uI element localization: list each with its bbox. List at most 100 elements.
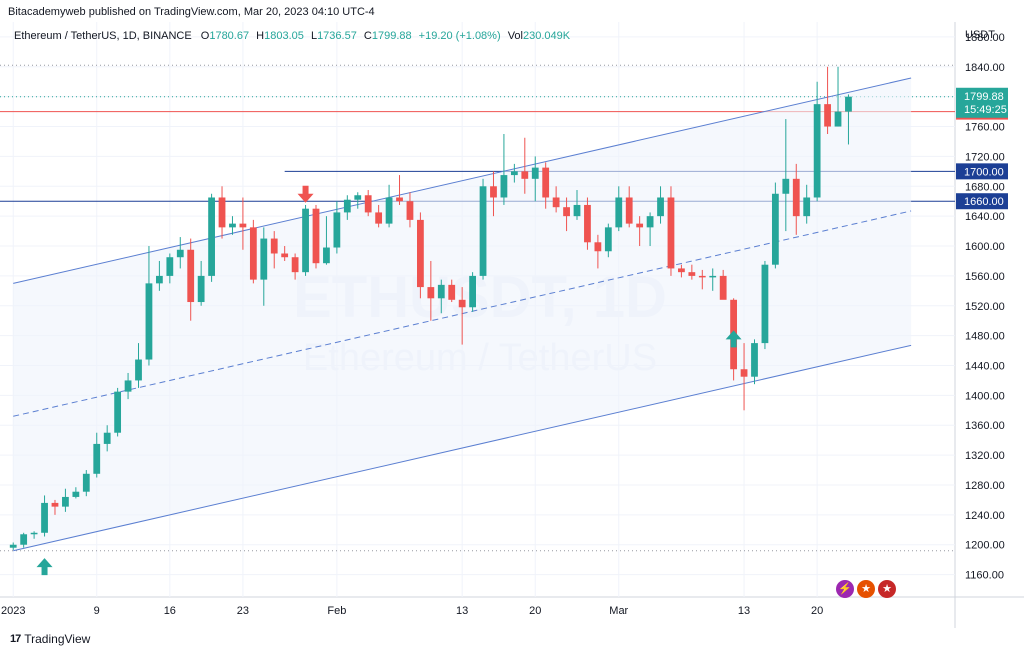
legend-symbol: Ethereum / TetherUS, 1D, BINANCE xyxy=(14,30,192,42)
candle-body xyxy=(490,186,497,198)
candle-body xyxy=(218,197,226,228)
candle-body xyxy=(479,186,487,276)
candle-body xyxy=(260,238,268,280)
candle-body xyxy=(510,171,518,176)
flash-icon[interactable]: ⚡ xyxy=(836,580,854,598)
candle-body xyxy=(385,197,393,224)
candle-body xyxy=(709,275,717,278)
x-tick-label: Feb xyxy=(327,605,346,617)
candle-body xyxy=(62,496,69,507)
legend-volume: 230.049K xyxy=(522,30,571,42)
candle-body xyxy=(427,287,435,299)
level-price-tag xyxy=(956,193,1008,210)
channel-lower-line xyxy=(13,344,912,552)
x-tick-label: 16 xyxy=(164,605,176,617)
x-tick-label: 20 xyxy=(811,605,823,617)
level-price-label: 1660.00 xyxy=(964,196,1004,208)
y-tick-label: 1240.00 xyxy=(965,510,1005,522)
symbol-legend: Ethereum / TetherUS, 1D, BINANCE O1780.6… xyxy=(14,30,571,42)
candle-body xyxy=(719,275,727,300)
down-arrow-icon xyxy=(297,185,314,203)
candle-body xyxy=(417,219,424,288)
candle-body xyxy=(354,195,362,200)
candlestick-series xyxy=(9,66,852,550)
candle-body xyxy=(552,197,560,208)
candle-body xyxy=(155,275,163,284)
y-tick-label: 1760.00 xyxy=(965,122,1005,134)
candle-body xyxy=(187,249,195,303)
y-axis: USDT 1160.00 1200.00 1240.00 1280.00 1320.00 1… xyxy=(956,29,1008,582)
current-price-label: 1799.88 xyxy=(964,91,1004,103)
candle-body xyxy=(771,193,779,265)
y-tick-label: 1600.00 xyxy=(965,241,1005,253)
candle-body xyxy=(145,283,153,360)
candle-body xyxy=(521,171,529,179)
x-tick-label: 20 xyxy=(529,605,541,617)
candle-body xyxy=(824,104,831,127)
footer: 17 TradingView xyxy=(10,632,90,646)
candle-body xyxy=(792,178,800,217)
y-tick-label: 1320.00 xyxy=(965,450,1005,462)
candle-body xyxy=(197,275,205,303)
x-tick-label: Mar xyxy=(609,605,628,617)
legend-high: 1803.05 xyxy=(264,30,304,42)
level-price-label: 1700.00 xyxy=(964,166,1004,178)
candle-body xyxy=(124,380,132,392)
up-arrow-icon xyxy=(725,330,742,348)
y-tick-label: 1520.00 xyxy=(965,301,1005,313)
candle-body xyxy=(135,359,142,381)
x-tick-label: 13 xyxy=(738,605,750,617)
trade-markers xyxy=(36,185,742,576)
x-tick-label: 9 xyxy=(94,605,100,617)
x-tick-label: 23 xyxy=(237,605,249,617)
legend-change: +19.20 (+1.08%) xyxy=(418,30,501,42)
candle-body xyxy=(698,275,706,278)
candle-body xyxy=(469,275,476,308)
candle-body xyxy=(291,257,299,273)
candle-body xyxy=(249,227,257,280)
candle-body xyxy=(41,502,48,533)
candle-body xyxy=(531,167,539,179)
candle-body xyxy=(751,343,758,377)
candle-body xyxy=(20,534,28,545)
candle-body xyxy=(594,242,602,252)
y-tick-label: 1480.00 xyxy=(965,331,1005,343)
candle-body xyxy=(740,369,748,377)
candle-body xyxy=(281,253,289,258)
candle-body xyxy=(333,212,341,248)
candle-body xyxy=(458,299,466,308)
legend-low: 1736.57 xyxy=(317,30,357,42)
candle-body xyxy=(270,238,278,254)
level-price-tag xyxy=(956,163,1008,180)
channel-upper-line xyxy=(13,77,912,284)
candle-body xyxy=(500,175,508,198)
y-tick-label: 1160.00 xyxy=(965,570,1004,582)
y-axis-unit: USDT xyxy=(965,29,995,41)
y-tick-label: 1360.00 xyxy=(965,420,1005,432)
candle-body xyxy=(396,197,403,202)
us-flag-icon[interactable]: ★ xyxy=(878,580,896,598)
price-chart[interactable]: ETHUSDT, 1DEthereum / TetherUS USDT1160.… xyxy=(0,22,1024,628)
candle-body xyxy=(688,272,696,276)
candle-body xyxy=(604,227,612,252)
candle-body xyxy=(573,204,581,217)
candle-body xyxy=(176,249,184,258)
candle-body xyxy=(375,212,383,224)
candle-body xyxy=(636,223,644,228)
y-tick-label: 1400.00 xyxy=(965,390,1005,402)
y-tick-label: 1680.00 xyxy=(965,181,1005,193)
us-flag-icon[interactable]: ★ xyxy=(857,580,875,598)
candle-body xyxy=(782,178,790,194)
x-tick-label: 13 xyxy=(456,605,468,617)
candle-body xyxy=(323,247,330,264)
candle-body xyxy=(813,104,821,198)
y-tick-label: 1840.00 xyxy=(965,62,1005,74)
candle-body xyxy=(9,544,17,548)
y-tick-label: 1880.00 xyxy=(965,32,1005,44)
candle-body xyxy=(114,391,122,433)
x-tick-label: 2023 xyxy=(1,605,25,617)
up-arrow-icon xyxy=(36,558,53,576)
candle-body xyxy=(615,197,623,228)
candle-body xyxy=(625,197,633,224)
y-tick-label: 1440.00 xyxy=(965,361,1005,373)
